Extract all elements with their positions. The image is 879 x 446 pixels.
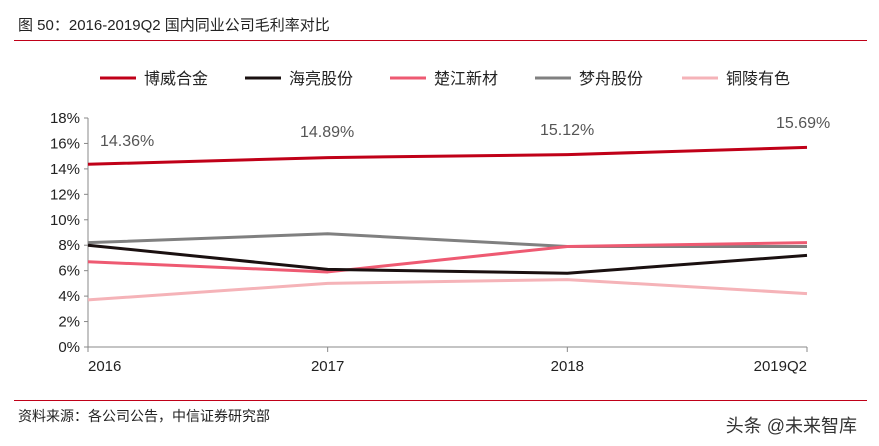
- y-tick-label: 0%: [58, 339, 80, 356]
- y-tick-label: 12%: [50, 186, 80, 203]
- series-line: [87, 232, 807, 248]
- legend-label: 博威合金: [144, 70, 208, 88]
- source-divider: [14, 400, 867, 401]
- data-label: 15.69%: [776, 115, 830, 132]
- y-tick-label: 18%: [50, 110, 80, 127]
- series-line: [87, 243, 808, 275]
- series-line: [87, 145, 808, 166]
- x-tick-label: 2018: [551, 358, 584, 375]
- y-tick-label: 14%: [50, 161, 80, 178]
- legend-label: 铜陵有色: [726, 70, 790, 88]
- data-label: 15.12%: [540, 122, 594, 139]
- legend-label: 海亮股份: [289, 70, 353, 88]
- y-tick-label: 16%: [50, 135, 80, 152]
- y-tick-label: 6%: [58, 263, 80, 280]
- x-tick-label: 2017: [311, 358, 344, 375]
- data-label: 14.89%: [300, 124, 354, 141]
- y-tick-label: 2%: [58, 314, 80, 331]
- x-tick-label: 2016: [88, 358, 121, 375]
- legend-label: 梦舟股份: [579, 70, 643, 88]
- series-line: [87, 241, 808, 274]
- y-tick-label: 4%: [58, 288, 80, 305]
- data-label: 14.36%: [100, 133, 154, 150]
- legend-label: 楚江新材: [434, 70, 498, 88]
- title-divider: [14, 40, 867, 41]
- y-tick-label: 10%: [50, 212, 80, 229]
- x-tick-label: 2019Q2: [754, 358, 807, 375]
- series-line: [87, 278, 808, 302]
- y-tick-label: 8%: [58, 237, 80, 254]
- figure-title: 图 50：2016-2019Q2 国内同业公司毛利率对比: [18, 17, 330, 34]
- source-note: 资料来源：各公司公告，中信证券研究部: [18, 408, 270, 424]
- watermark: 头条 @未来智库: [725, 416, 857, 436]
